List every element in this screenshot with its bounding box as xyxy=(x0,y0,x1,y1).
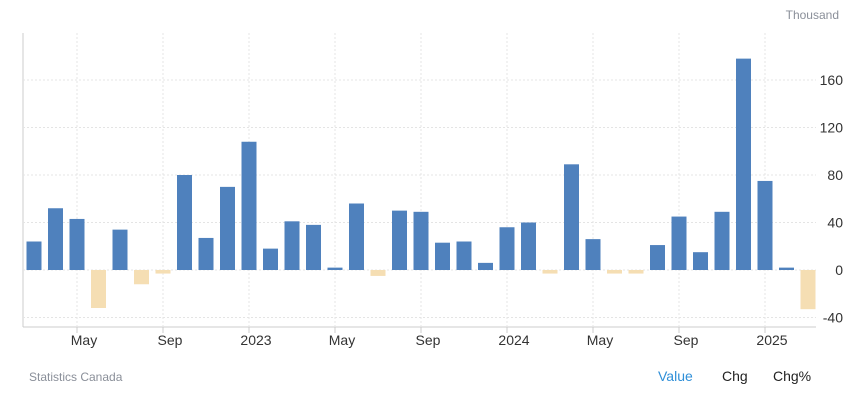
bar xyxy=(671,216,687,270)
bar xyxy=(585,239,601,270)
bar xyxy=(456,241,472,270)
x-tick-label: Sep xyxy=(674,332,699,348)
bar xyxy=(48,208,63,270)
bar xyxy=(413,211,429,270)
x-tick-label: May xyxy=(587,332,613,348)
bar xyxy=(349,203,364,270)
value-toggle[interactable]: Value xyxy=(658,368,693,384)
bar xyxy=(714,211,730,270)
x-tick-label: 2023 xyxy=(240,332,271,348)
bar xyxy=(198,237,214,270)
y-tick-label: -40 xyxy=(823,310,843,326)
bar xyxy=(521,222,536,270)
x-tick-label: 2024 xyxy=(498,332,529,348)
bar xyxy=(628,270,644,274)
source-label: Statistics Canada xyxy=(29,370,123,384)
bar xyxy=(327,267,343,270)
bar xyxy=(220,186,235,270)
bar xyxy=(177,175,192,270)
bar xyxy=(435,242,450,270)
bar xyxy=(542,270,558,274)
bar-chart: -40 0 40 80 120 160 May Sep 2023 May Sep 2024 May Sep… xyxy=(22,33,843,348)
bar xyxy=(392,210,407,270)
bar xyxy=(112,229,128,270)
bar xyxy=(134,270,149,285)
bar xyxy=(26,241,42,270)
x-tick-label: 2025 xyxy=(756,332,787,348)
chg-toggle[interactable]: Chg xyxy=(722,368,748,384)
x-tick-label: May xyxy=(71,332,97,348)
grid-layer xyxy=(22,33,816,333)
bar-layer xyxy=(26,58,816,310)
chg-percent-toggle[interactable]: Chg% xyxy=(773,368,812,384)
bar xyxy=(650,245,665,270)
bar xyxy=(155,270,171,274)
y-tick-label: 120 xyxy=(820,120,844,136)
y-tick-label: 0 xyxy=(835,262,843,278)
bar xyxy=(564,164,579,270)
bar xyxy=(607,270,622,274)
bar xyxy=(370,270,386,276)
bar xyxy=(69,218,85,270)
tick-label-layer: -40 0 40 80 120 160 May Sep 2023 May Sep 2024 May Sep… xyxy=(71,72,843,348)
bar xyxy=(499,227,515,270)
bar xyxy=(91,270,106,308)
bar xyxy=(306,224,321,270)
bar xyxy=(736,58,751,270)
bar xyxy=(779,267,794,270)
x-tick-label: Sep xyxy=(416,332,441,348)
x-tick-label: May xyxy=(329,332,355,348)
bar xyxy=(693,252,708,270)
y-tick-label: 40 xyxy=(827,215,843,231)
bar xyxy=(263,248,278,270)
y-tick-label: 80 xyxy=(827,167,843,183)
bar xyxy=(241,141,257,270)
y-tick-label: 160 xyxy=(820,72,844,88)
bar xyxy=(800,270,816,310)
x-tick-label: Sep xyxy=(158,332,183,348)
unit-label: Thousand xyxy=(785,8,839,22)
bar xyxy=(757,180,773,270)
bar xyxy=(284,221,300,270)
bar xyxy=(478,262,493,270)
